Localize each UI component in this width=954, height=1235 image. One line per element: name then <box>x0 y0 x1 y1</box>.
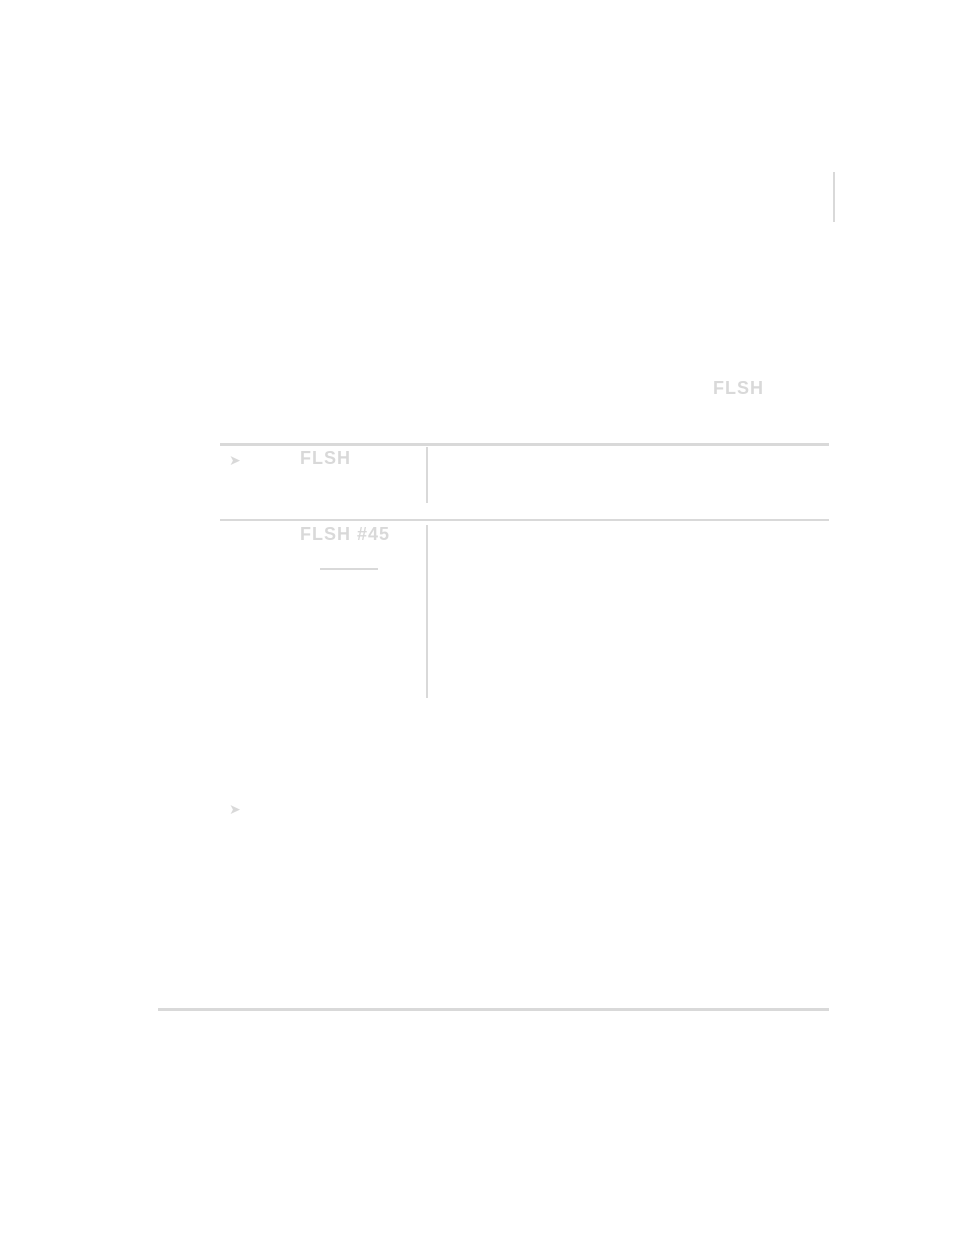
page-root: FLSH ➤ FLSH FLSH #45 ➤ <box>0 0 954 1235</box>
table-top-rule <box>220 443 829 446</box>
row2-left-text: FLSH #45 <box>300 524 390 545</box>
row1-arrow-icon: ➤ <box>229 452 241 469</box>
row1-column-divider <box>426 447 428 503</box>
row2-underline <box>320 568 378 570</box>
row1-left-text: FLSH <box>300 448 351 469</box>
footer-rule <box>158 1008 829 1011</box>
header-right-label: FLSH <box>713 378 764 399</box>
lower-arrow-icon: ➤ <box>229 801 241 818</box>
text-cursor-marker <box>833 172 835 222</box>
table-mid-rule <box>220 519 829 521</box>
row2-column-divider <box>426 525 428 698</box>
